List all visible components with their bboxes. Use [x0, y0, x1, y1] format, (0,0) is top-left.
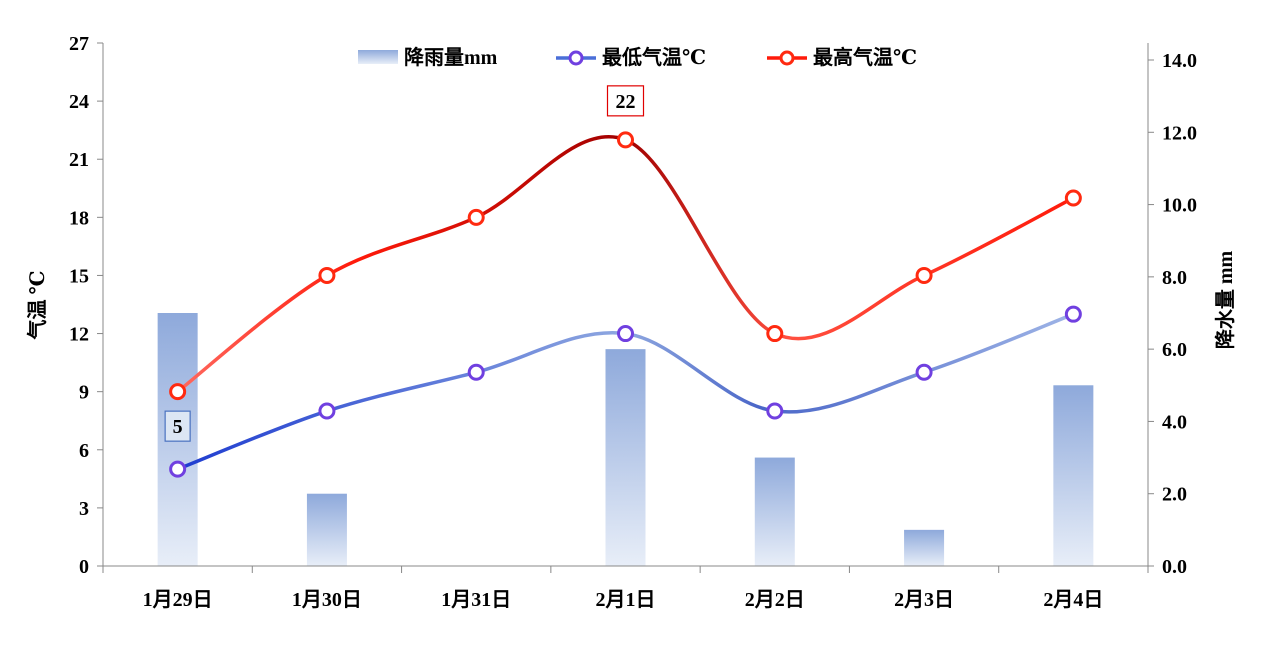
y-tick-label: 6 [79, 440, 89, 462]
y-tick-label: 9 [79, 382, 89, 404]
y-tick-label: 21 [69, 149, 89, 171]
x-tick-label: 2月2日 [745, 589, 805, 611]
y2-tick-label: 10.0 [1162, 195, 1197, 217]
bar-rain-3 [605, 349, 646, 566]
y2-tick-label: 4.0 [1162, 411, 1187, 433]
y-tick-label: 3 [79, 498, 89, 520]
x-tick-label: 2月4日 [1043, 589, 1103, 611]
marker-high-1 [318, 266, 336, 284]
y-tick-label: 24 [69, 91, 89, 113]
y2-tick-label: 14.0 [1162, 50, 1197, 72]
marker-low-5 [915, 363, 933, 381]
y-tick-label: 12 [69, 324, 89, 346]
marker-low-4 [766, 402, 784, 420]
marker-low-3 [617, 325, 634, 343]
marker-high-5 [915, 266, 933, 284]
y-tick-label: 15 [69, 265, 89, 287]
x-tick-label: 1月31日 [441, 589, 511, 611]
bar-rain-1 [306, 493, 347, 566]
data-label-box [164, 410, 191, 442]
marker-low-6 [1064, 305, 1082, 323]
marker-high-2 [467, 208, 485, 226]
y2-tick-label: 6.0 [1162, 339, 1187, 361]
marker-high-6 [1064, 189, 1082, 207]
y2-axis-title: 降水量 mm [1213, 251, 1237, 350]
x-tick-label: 2月3日 [894, 589, 954, 611]
x-tick-label: 1月30日 [292, 589, 362, 611]
y2-tick-label: 12.0 [1162, 122, 1197, 144]
marker-high-4 [766, 325, 784, 343]
data-label-box [606, 85, 645, 117]
y-axis-title: 气温 ℃ [25, 271, 49, 341]
legend-marker-high [779, 50, 795, 66]
y2-tick-label: 8.0 [1162, 267, 1187, 289]
data-label: 22 [616, 91, 636, 113]
y-tick-label: 18 [69, 207, 89, 229]
marker-high-0 [169, 383, 187, 401]
legend-marker-low [568, 50, 584, 66]
y2-tick-label: 2.0 [1162, 484, 1187, 506]
y-tick-label: 27 [69, 33, 89, 55]
marker-low-1 [318, 402, 336, 420]
bar-rain-5 [904, 529, 945, 566]
x-tick-label: 1月29日 [143, 589, 213, 611]
legend-label-high: 最高气温℃ [813, 45, 917, 69]
marker-low-2 [467, 363, 485, 381]
legend-label-low: 最低气温℃ [602, 45, 706, 69]
marker-low-0 [169, 460, 187, 478]
marker-high-3 [617, 131, 634, 149]
data-label: 5 [173, 416, 183, 438]
y2-tick-label: 0.0 [1162, 556, 1187, 578]
y-tick-label: 0 [79, 556, 89, 578]
legend-label-rain: 降雨量mm [404, 45, 498, 69]
x-tick-label: 2月1日 [596, 589, 656, 611]
bar-rain-4 [754, 457, 795, 566]
bar-rain-6 [1053, 385, 1094, 566]
legend-swatch-rain [358, 50, 398, 64]
